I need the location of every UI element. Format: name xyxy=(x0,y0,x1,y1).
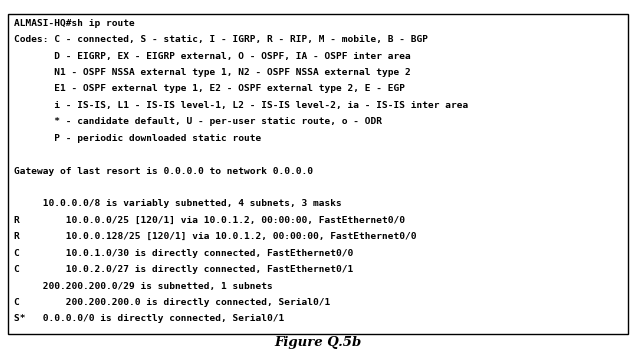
Text: * - candidate default, U - per-user static route, o - ODR: * - candidate default, U - per-user stat… xyxy=(14,117,382,126)
Text: N1 - OSPF NSSA external type 1, N2 - OSPF NSSA external type 2: N1 - OSPF NSSA external type 1, N2 - OSP… xyxy=(14,68,411,77)
Text: P - periodic downloaded static route: P - periodic downloaded static route xyxy=(14,134,261,143)
Text: E1 - OSPF external type 1, E2 - OSPF external type 2, E - EGP: E1 - OSPF external type 1, E2 - OSPF ext… xyxy=(14,84,405,93)
FancyBboxPatch shape xyxy=(8,14,628,334)
Text: Gateway of last resort is 0.0.0.0 to network 0.0.0.0: Gateway of last resort is 0.0.0.0 to net… xyxy=(14,167,313,175)
Text: 10.0.0.0/8 is variably subnetted, 4 subnets, 3 masks: 10.0.0.0/8 is variably subnetted, 4 subn… xyxy=(14,199,342,208)
Text: R        10.0.0.0/25 [120/1] via 10.0.1.2, 00:00:00, FastEthernet0/0: R 10.0.0.0/25 [120/1] via 10.0.1.2, 00:0… xyxy=(14,216,405,225)
Text: 200.200.200.0/29 is subnetted, 1 subnets: 200.200.200.0/29 is subnetted, 1 subnets xyxy=(14,282,273,291)
Text: Codes: C - connected, S - static, I - IGRP, R - RIP, M - mobile, B - BGP: Codes: C - connected, S - static, I - IG… xyxy=(14,35,428,44)
Text: R        10.0.0.128/25 [120/1] via 10.0.1.2, 00:00:00, FastEthernet0/0: R 10.0.0.128/25 [120/1] via 10.0.1.2, 00… xyxy=(14,232,417,241)
Text: D - EIGRP, EX - EIGRP external, O - OSPF, IA - OSPF inter area: D - EIGRP, EX - EIGRP external, O - OSPF… xyxy=(14,52,411,61)
Text: ALMASI-HQ#sh ip route: ALMASI-HQ#sh ip route xyxy=(14,19,135,28)
Text: C        10.0.2.0/27 is directly connected, FastEthernet0/1: C 10.0.2.0/27 is directly connected, Fas… xyxy=(14,265,353,274)
Text: C        10.0.1.0/30 is directly connected, FastEthernet0/0: C 10.0.1.0/30 is directly connected, Fas… xyxy=(14,249,353,258)
Text: Figure Q.5b: Figure Q.5b xyxy=(274,336,362,349)
Text: C        200.200.200.0 is directly connected, Serial0/1: C 200.200.200.0 is directly connected, S… xyxy=(14,298,330,307)
Text: S*   0.0.0.0/0 is directly connected, Serial0/1: S* 0.0.0.0/0 is directly connected, Seri… xyxy=(14,314,284,323)
Text: i - IS-IS, L1 - IS-IS level-1, L2 - IS-IS level-2, ia - IS-IS inter area: i - IS-IS, L1 - IS-IS level-1, L2 - IS-I… xyxy=(14,101,468,110)
